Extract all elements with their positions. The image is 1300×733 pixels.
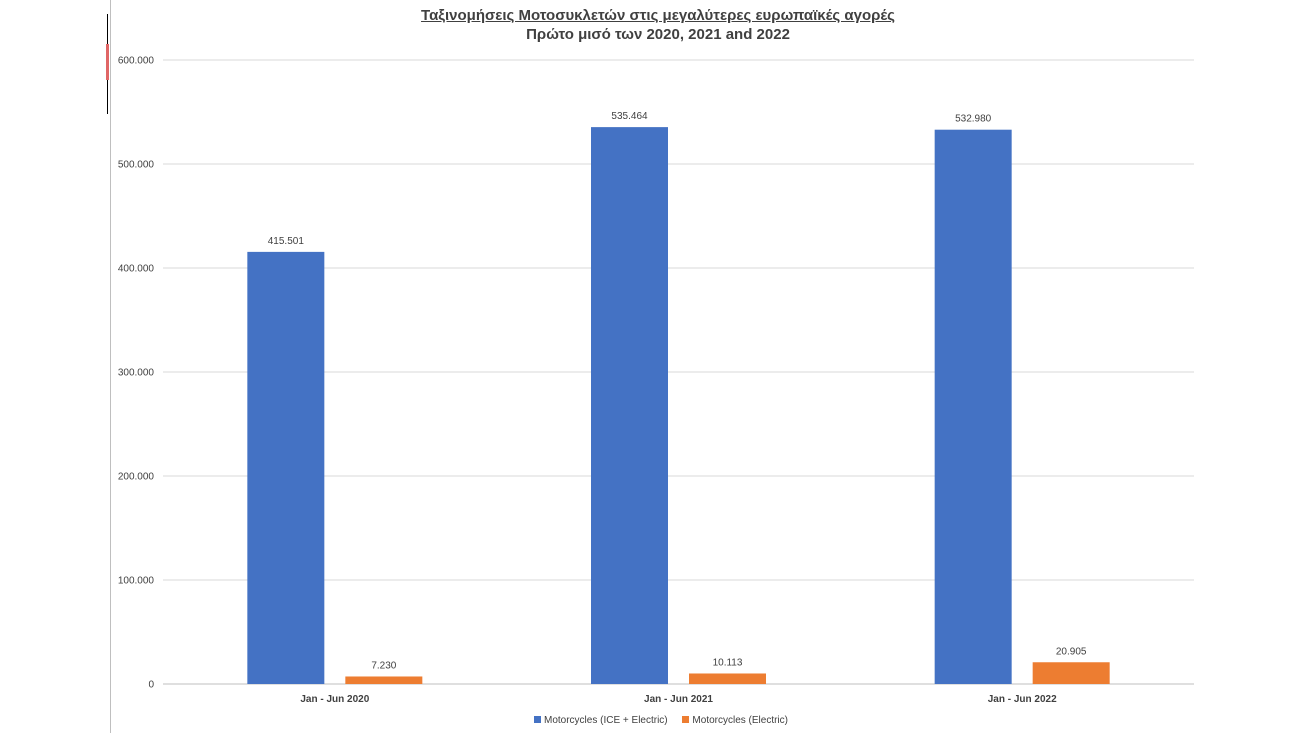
y-tick-label: 200.000 (118, 472, 155, 483)
y-tick-label: 300.000 (118, 368, 155, 379)
left-edge-marker (106, 44, 109, 80)
chart-legend: Motorcycles (ICE + Electric) Motorcycles… (0, 715, 1300, 726)
legend-item-ice-electric: Motorcycles (ICE + Electric) (534, 715, 668, 726)
chart-title: Ταξινομήσεις Μοτοσυκλετών στις μεγαλύτερ… (421, 7, 895, 24)
data-label: 10.113 (713, 657, 743, 668)
data-label: 7.230 (371, 660, 396, 671)
y-tick-label: 100.000 (118, 576, 155, 587)
y-tick-label: 400.000 (118, 264, 155, 275)
bar-electric (1032, 662, 1110, 684)
x-tick-label: Jan - Jun 2021 (644, 694, 713, 705)
bar-ice-electric (591, 127, 668, 685)
legend-label-ice-electric: Motorcycles (ICE + Electric) (544, 715, 668, 726)
bar-ice-electric (247, 251, 325, 684)
legend-swatch-electric (682, 716, 690, 723)
bar-electric (689, 673, 766, 684)
bar-electric (345, 676, 423, 684)
legend-item-electric: Motorcycles (Electric) (682, 715, 788, 726)
y-tick-label: 0 (148, 680, 154, 691)
x-tick-label: Jan - Jun 2020 (300, 694, 369, 705)
legend-swatch-ice-electric (534, 716, 541, 723)
data-label: 535.464 (611, 111, 648, 122)
data-label: 532.980 (955, 114, 992, 125)
chart-title-block: Ταξινομήσεις Μοτοσυκλετών στις μεγαλύτερ… (0, 6, 1300, 44)
x-tick-label: Jan - Jun 2022 (988, 694, 1057, 705)
data-label: 20.905 (1056, 646, 1087, 657)
legend-label-electric: Motorcycles (Electric) (692, 715, 788, 726)
y-tick-label: 600.000 (118, 56, 155, 67)
y-tick-label: 500.000 (118, 160, 155, 171)
bar-ice-electric (934, 129, 1012, 684)
left-frame-line (110, 0, 111, 733)
chart-subtitle: Πρώτο μισό των 2020, 2021 and 2022 (526, 26, 790, 43)
data-label: 415.501 (268, 236, 305, 247)
